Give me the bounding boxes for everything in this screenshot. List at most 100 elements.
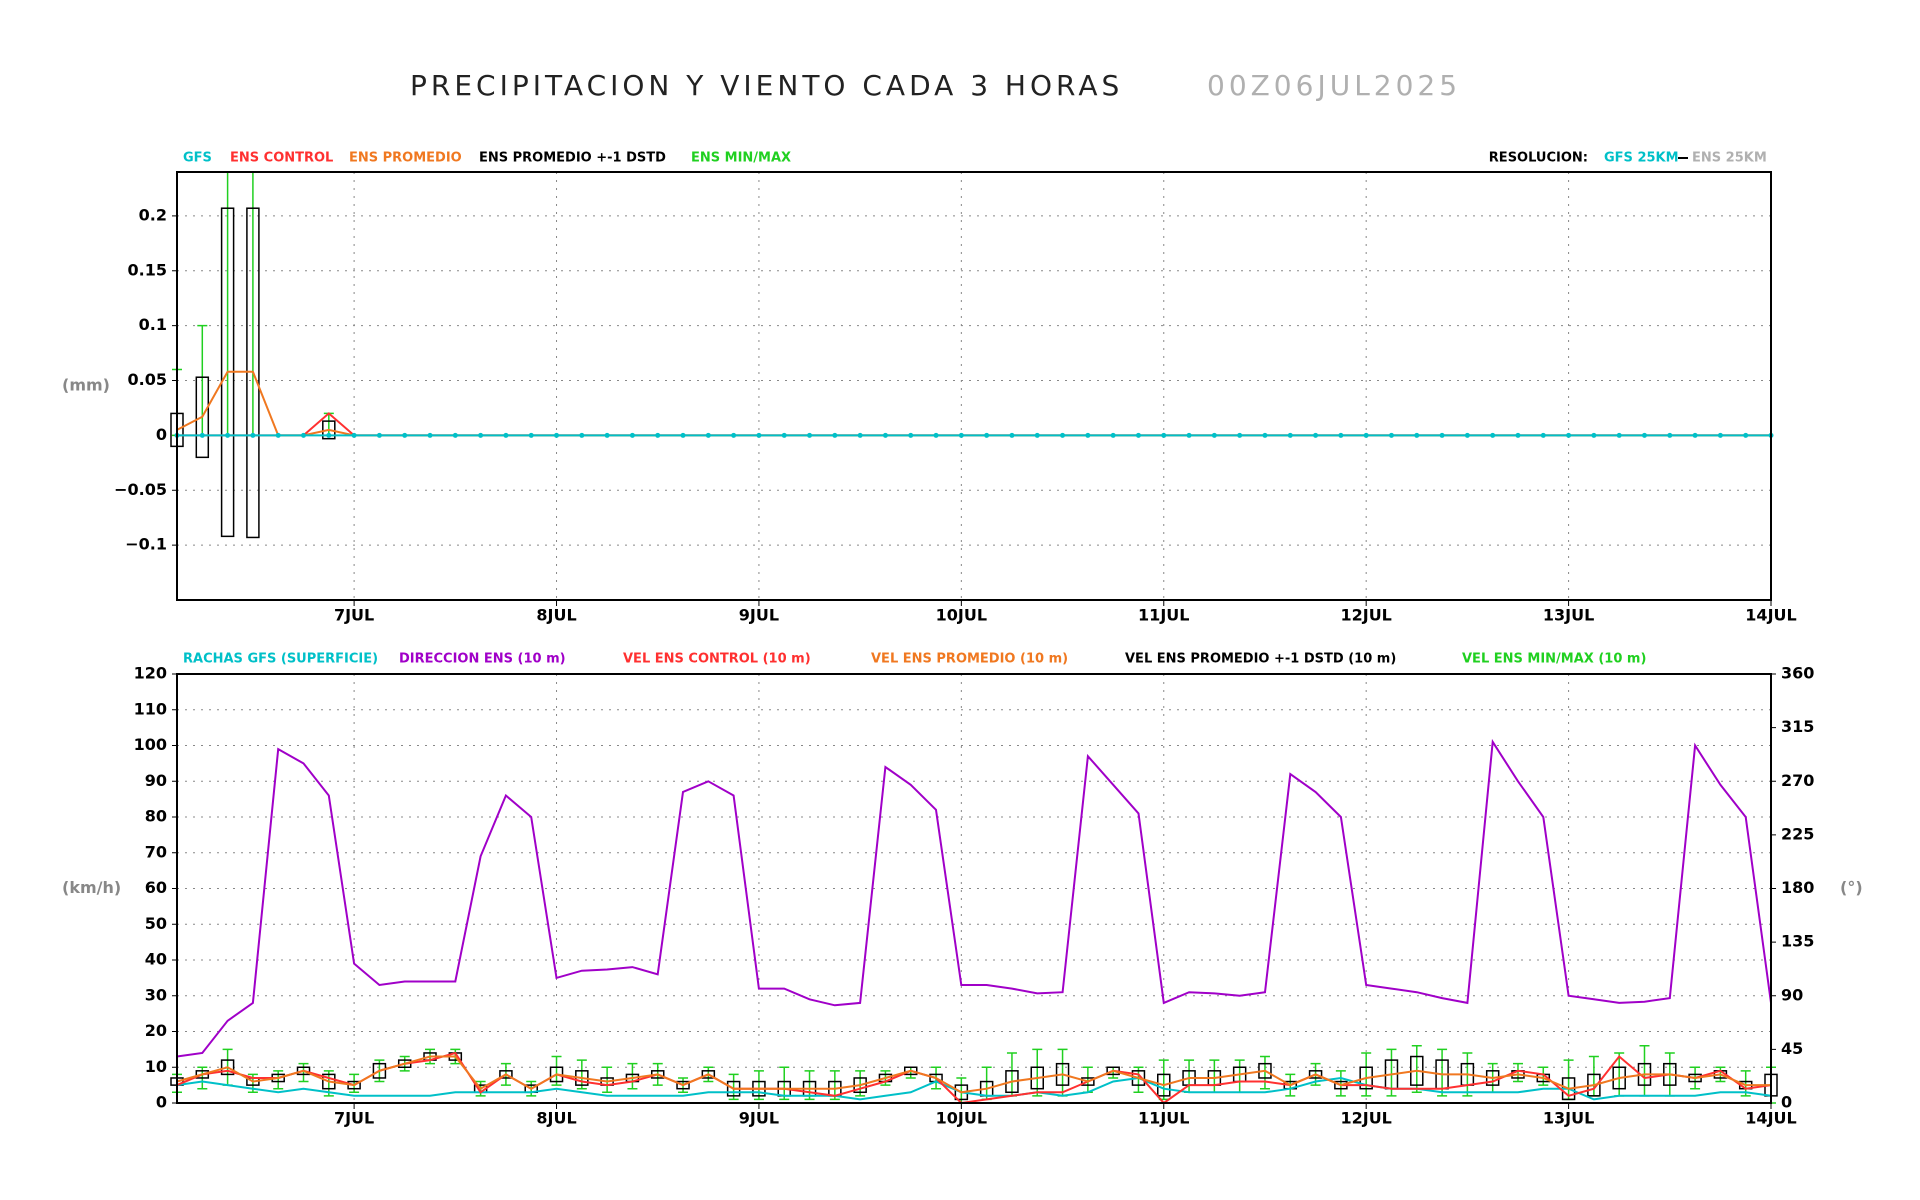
series-dot — [1186, 432, 1192, 438]
legend-entry: VEL ENS MIN/MAX (10 m) — [1462, 652, 1646, 667]
x-tick-label: 7JUL — [334, 1109, 374, 1128]
x-tick-label: 8JUL — [536, 1109, 576, 1128]
series-dot — [1515, 432, 1521, 438]
plot-frame — [176, 673, 1772, 1104]
x-tick-label: 7JUL — [334, 606, 374, 625]
series-dot — [503, 432, 509, 438]
series-dot — [301, 432, 307, 438]
series-dot — [1414, 432, 1420, 438]
min-max — [1006, 1052, 1017, 1097]
series-dot — [1591, 432, 1597, 438]
std-box — [195, 376, 210, 459]
x-tick-label: 12JUL — [1340, 606, 1391, 625]
min-max — [1209, 1059, 1220, 1094]
x-tick-label: 10JUL — [936, 606, 987, 625]
std-box — [676, 1080, 690, 1090]
series-dot — [933, 432, 939, 438]
series-dot — [1211, 432, 1217, 438]
series-dot — [326, 432, 332, 438]
y-tick-label: 120 — [134, 664, 167, 683]
series-dot — [1338, 432, 1344, 438]
series-dot — [629, 432, 635, 438]
x-tick-label: 13JUL — [1543, 1109, 1594, 1128]
series-dot — [452, 432, 458, 438]
series-dot — [1135, 432, 1141, 438]
y2-tick-label: 225 — [1781, 824, 1814, 843]
y-tick-label: 70 — [145, 842, 167, 861]
std-box — [1308, 1070, 1323, 1079]
legend-entry: VEL ENS PROMEDIO (10 m) — [871, 652, 1068, 667]
y2-tick-label: 270 — [1781, 771, 1814, 790]
min-max — [1335, 1070, 1346, 1097]
y-axis-label: (mm) — [62, 376, 110, 395]
y-tick-label: 110 — [134, 699, 167, 718]
std-box — [322, 420, 336, 440]
series-dot — [1464, 432, 1470, 438]
series-dot — [1388, 432, 1394, 438]
resolution-item: ENS 25KM — [1692, 151, 1767, 166]
series-dot — [882, 432, 888, 438]
legend-entry: VEL ENS CONTROL (10 m) — [623, 652, 811, 667]
series-line — [177, 412, 1771, 437]
std-box — [903, 1066, 918, 1076]
legend-entry: ENS MIN/MAX — [691, 151, 791, 166]
min-max — [1259, 1055, 1270, 1090]
title: PRECIPITACION Y VIENTO CADA 3 HORAS — [410, 69, 1123, 102]
series-dot — [1313, 432, 1319, 438]
series-dot — [1237, 432, 1243, 438]
series-dot — [579, 432, 585, 438]
series-dot — [1287, 432, 1293, 438]
y2-tick-label: 360 — [1781, 664, 1814, 683]
series-dot — [1490, 432, 1496, 438]
series-dot — [1363, 432, 1369, 438]
y2-axis-label: (°) — [1840, 878, 1863, 897]
resolution-item: GFS 25KM — [1604, 151, 1679, 166]
series-dot — [402, 432, 408, 438]
min-max — [1639, 1045, 1650, 1097]
min-max — [829, 1070, 840, 1101]
y-tick-label: 90 — [145, 771, 167, 790]
series-dot — [1262, 432, 1268, 438]
y-tick-label: 50 — [145, 914, 167, 933]
min-max — [1158, 1059, 1169, 1101]
series-dot — [1009, 432, 1015, 438]
series-dot — [1743, 432, 1749, 438]
series-dot — [655, 432, 661, 438]
series-dot — [832, 432, 838, 438]
series-dot — [857, 432, 863, 438]
y-tick-label: 60 — [145, 878, 167, 897]
series-dot — [275, 432, 281, 438]
min-max — [1057, 1048, 1068, 1097]
series-dot — [1161, 432, 1167, 438]
series-dot — [351, 432, 357, 438]
y-tick-label: 0 — [156, 425, 167, 444]
y-tick-label: 0.1 — [139, 315, 167, 334]
y2-tick-label: 90 — [1781, 985, 1803, 1004]
series-dot — [705, 432, 711, 438]
min-max — [1234, 1059, 1245, 1094]
series-dot — [1566, 432, 1572, 438]
min-max — [273, 1070, 284, 1090]
x-tick-label: 11JUL — [1138, 606, 1189, 625]
std-box — [701, 1070, 716, 1079]
series-dot — [376, 432, 382, 438]
y-tick-label: 0.05 — [128, 370, 167, 389]
y-tick-label: 0.15 — [128, 260, 167, 279]
series-dot — [1085, 432, 1091, 438]
x-tick-label: 10JUL — [936, 1109, 987, 1128]
x-tick-label: 8JUL — [536, 606, 576, 625]
std-box — [246, 207, 260, 539]
series-dot — [528, 432, 534, 438]
y-tick-label: −0.05 — [114, 480, 167, 499]
y-tick-label: 20 — [145, 1021, 167, 1040]
legend-entry: ENS PROMEDIO +-1 DSTD — [479, 151, 666, 166]
y-tick-label: 100 — [134, 735, 167, 754]
series-dot — [680, 432, 686, 438]
legend-entry: ENS PROMEDIO — [349, 151, 462, 166]
series-line — [176, 1055, 1771, 1094]
y-tick-label: 0.2 — [139, 205, 167, 224]
x-tick-label: 14JUL — [1745, 606, 1796, 625]
series-dot — [731, 432, 737, 438]
